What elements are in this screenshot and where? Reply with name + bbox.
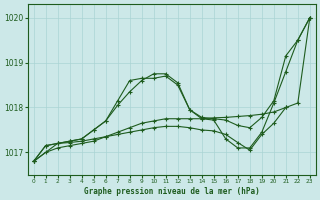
- X-axis label: Graphe pression niveau de la mer (hPa): Graphe pression niveau de la mer (hPa): [84, 187, 260, 196]
